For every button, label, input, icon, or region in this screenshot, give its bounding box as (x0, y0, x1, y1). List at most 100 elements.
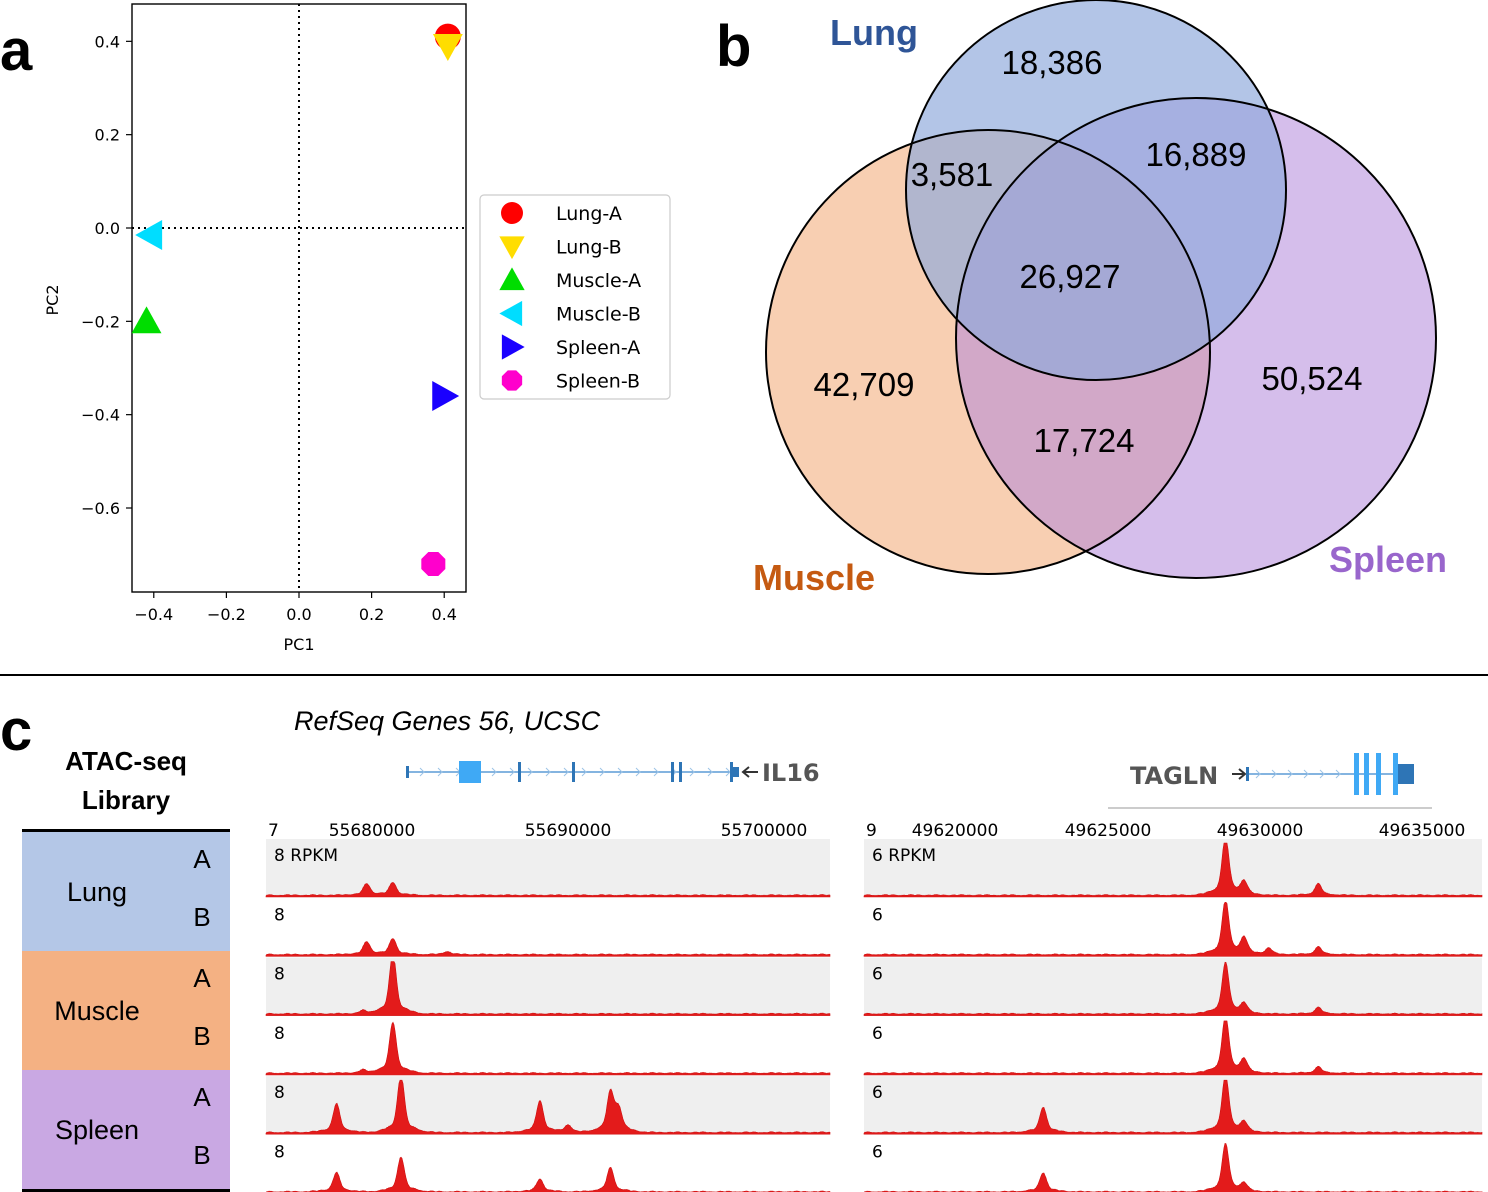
x-tick-label: 0.0 (286, 605, 311, 624)
venn-circle-lung (906, 0, 1286, 380)
y-tick-label: 0.4 (95, 32, 120, 51)
venn-region-all: 26,927 (1020, 258, 1121, 295)
library-top-rule (22, 829, 230, 832)
replicate-label: A (193, 963, 211, 993)
replicate-label: B (193, 1140, 211, 1170)
x-tick-label: 0.4 (431, 605, 456, 624)
track-scale-label: 8 RPKM (274, 846, 338, 866)
library-spleen: Spleen A B (22, 1070, 230, 1189)
library-header: ATAC-seq Library (65, 746, 187, 815)
venn-diagram: Lung Muscle Spleen 18,386 16,889 3,581 26,927 4… (753, 0, 1447, 598)
track-scale-label: 8 (274, 965, 285, 985)
venn-set-label: Spleen (1329, 539, 1447, 580)
chromosome-label: 7 (268, 821, 279, 841)
coordinate-tick: 49630000 (1217, 821, 1304, 841)
legend: Lung-A Lung-B Muscle-A Muscle-B Spleen-A Sple… (479, 194, 671, 400)
y-tick-label: 0.0 (95, 219, 120, 238)
panel-letter-a: a (0, 18, 33, 83)
x-axis-label: PC1 (284, 635, 315, 654)
legend-label: Lung-B (556, 237, 622, 259)
track-scale-label: 6 RPKM (872, 846, 936, 866)
coordinate-tick: 49620000 (912, 821, 999, 841)
legend-label: Spleen-B (556, 371, 640, 393)
track-scale-label: 6 (872, 965, 883, 985)
library-muscle: Muscle A B (22, 951, 230, 1070)
genome-tracks: IL16 TAGLN 7 55680000 55690000 55700000 8 RPKM… (265, 753, 1483, 1192)
atac-signal-track (265, 882, 831, 898)
coordinate-tick: 55700000 (721, 821, 808, 841)
venn-region-lung-spleen: 16,889 (1146, 136, 1247, 173)
track-title: RefSeq Genes 56, UCSC (294, 706, 601, 736)
venn-outline-lung (905, 0, 1287, 381)
atac-signal-track (863, 842, 1483, 898)
venn-region-lung-only: 18,386 (1002, 44, 1103, 81)
atac-signal-track (265, 1021, 831, 1076)
y-tick-label: −0.4 (81, 406, 120, 425)
legend-marker-spleen-b (501, 370, 523, 391)
legend-label: Muscle-A (556, 270, 641, 292)
venn-region-muscle-spleen: 17,724 (1034, 422, 1135, 459)
atac-signal-track (265, 961, 831, 1016)
x-tick-label: −0.4 (134, 605, 173, 624)
venn-outline-muscle (765, 129, 1211, 575)
atac-signal-track (863, 902, 1483, 957)
venn-set-label: Muscle (753, 557, 875, 598)
library-lung: Lung A B (22, 832, 230, 951)
y-tick-label: −0.6 (81, 499, 120, 518)
replicate-label: B (193, 1021, 211, 1051)
coordinate-tick: 49635000 (1379, 821, 1466, 841)
x-tick-label: 0.2 (359, 605, 384, 624)
y-tick-label: 0.2 (95, 126, 120, 145)
track-scale-label: 8 (274, 1024, 285, 1044)
track-background (864, 898, 1482, 957)
legend-marker-muscle-a (499, 267, 525, 291)
track-background (266, 1135, 830, 1192)
coordinate-tick: 55690000 (525, 821, 612, 841)
atac-signal-track (863, 1020, 1483, 1076)
track-background (266, 839, 830, 897)
library-bottom-rule (22, 1189, 230, 1192)
library-name: Lung (66, 876, 128, 907)
track-scale-label: 8 (274, 1083, 285, 1103)
track-background (864, 839, 1482, 897)
replicate-label: A (193, 844, 211, 874)
library-name: Spleen (54, 1114, 140, 1145)
track-scale-label: 6 (872, 1024, 883, 1044)
replicate-label: A (193, 1082, 211, 1112)
track-background (266, 957, 830, 1016)
pca-scatter-chart: −0.4 −0.2 0.0 0.2 0.4 −0.6 −0.4 −0.2 0.0 0.2 0.4 P… (43, 3, 671, 654)
venn-region-lung-muscle: 3,581 (911, 156, 994, 193)
venn-region-muscle-only: 42,709 (814, 366, 915, 403)
track-background (864, 957, 1482, 1016)
atac-signal-track (863, 961, 1483, 1016)
gene-model-il16: IL16 (406, 759, 820, 787)
gene-label: TAGLN (1130, 762, 1218, 790)
legend-label: Spleen-A (556, 337, 640, 359)
atac-signal-track (863, 1079, 1483, 1135)
track-scale-label: 6 (872, 1143, 883, 1163)
chromosome-label: 9 (866, 821, 877, 841)
gene-label: IL16 (762, 759, 820, 787)
panel-letter-b: b (716, 14, 752, 79)
point-muscle-a (131, 306, 162, 334)
track-background (864, 1135, 1482, 1192)
point-spleen-b (421, 551, 446, 577)
library-name: Muscle (54, 995, 140, 1026)
legend-marker-lung-b (499, 236, 525, 260)
venn-outline-spleen (955, 97, 1437, 579)
track-background (266, 898, 830, 957)
atac-signal-track (265, 1079, 831, 1135)
coordinate-tick: 49625000 (1065, 821, 1152, 841)
replicate-label: B (193, 902, 211, 932)
track-scale-label: 6 (872, 1083, 883, 1103)
track-background (266, 1076, 830, 1135)
point-muscle-b (135, 220, 163, 250)
track-background (864, 1016, 1482, 1075)
x-tick-label: −0.2 (207, 605, 246, 624)
track-scale-label: 6 (872, 905, 883, 925)
point-lung-b (432, 34, 463, 61)
track-scale-label: 8 (274, 1143, 285, 1163)
y-tick-label: −0.2 (81, 312, 120, 331)
legend-marker-lung-a (501, 202, 523, 224)
track-background (864, 1076, 1482, 1135)
